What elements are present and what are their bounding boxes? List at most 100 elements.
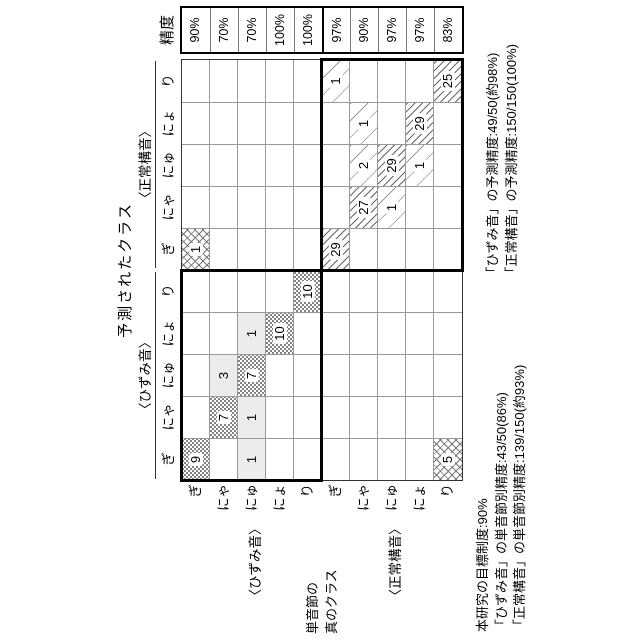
matrix-cell <box>350 60 378 102</box>
accuracy-value: 97% <box>322 8 350 52</box>
matrix-cell <box>182 144 210 186</box>
accuracy-value: 100% <box>266 8 294 52</box>
matrix-cell: 25 <box>434 60 462 102</box>
predicted-class-label: にゅ <box>161 151 176 179</box>
matrix-cell <box>238 270 266 312</box>
matrix-cell <box>182 186 210 228</box>
matrix-cell <box>294 102 322 144</box>
matrix-cell <box>210 312 238 354</box>
accuracy-value: 97% <box>406 8 434 52</box>
true-class-labels: ぎにゃ にゅ にょりぎにゃ にゅ にょり <box>182 484 462 522</box>
predicted-class-label: にゅ <box>161 361 176 389</box>
matrix-cell <box>406 354 434 396</box>
predicted-group-label-distorted: 〈ひずみ音〉 <box>136 272 156 479</box>
matrix-cell-value: 7 <box>244 368 259 383</box>
matrix-cell-value: 1 <box>243 413 259 422</box>
predicted-class-label: にょ <box>161 319 176 347</box>
matrix-cell: 29 <box>322 228 350 270</box>
true-axis-label: 単音節の 真のクラス <box>303 569 341 634</box>
true-group-label-normal: 〈正常構音〉 <box>388 521 403 603</box>
matrix-cell <box>378 102 406 144</box>
matrix-cell <box>406 270 434 312</box>
matrix-cell: 1 <box>322 60 350 102</box>
matrix-cell-value: 1 <box>243 329 259 338</box>
matrix-cell <box>434 396 462 438</box>
matrix-cell <box>294 354 322 396</box>
matrix-cell-value: 29 <box>384 155 399 176</box>
matrix-cell: 10 <box>294 270 322 312</box>
matrix-cell: 2 <box>350 144 378 186</box>
matrix-cell <box>322 270 350 312</box>
matrix-cell <box>378 354 406 396</box>
goal-accuracy-note: 本研究の目標制度:90% <box>475 498 490 632</box>
matrix-cell <box>322 354 350 396</box>
predicted-class-label: ぎ <box>161 242 176 256</box>
matrix-cell <box>294 144 322 186</box>
matrix-cell <box>182 102 210 144</box>
matrix-cell-value: 1 <box>384 200 399 215</box>
matrix-cell <box>266 228 294 270</box>
matrix-cell-value: 29 <box>412 113 427 134</box>
matrix-cell: 29 <box>378 144 406 186</box>
accuracy-value: 97% <box>378 8 406 52</box>
true-class-label: にょ <box>272 484 287 511</box>
matrix-cell <box>378 60 406 102</box>
matrix-cell-value: 5 <box>440 452 455 467</box>
matrix-cell <box>322 312 350 354</box>
true-class-label: ぎ <box>188 484 203 498</box>
true-class-label: にゃ <box>216 484 231 511</box>
matrix-cell-value: 10 <box>300 281 315 302</box>
normal-syllable-accuracy-note: 「正常構音」の単音節別精度:139/150(約93%) <box>512 364 527 632</box>
matrix-cell <box>210 186 238 228</box>
matrix-cell <box>266 270 294 312</box>
accuracy-value: 90% <box>188 17 202 43</box>
matrix-cell-value: 29 <box>328 239 343 260</box>
matrix-cell: 1 <box>238 396 266 438</box>
matrix-cell <box>266 396 294 438</box>
predicted-class-label: ぎ <box>161 452 176 466</box>
matrix-cell <box>294 312 322 354</box>
true-group-label-distorted: 〈ひずみ音〉 <box>248 521 263 603</box>
matrix-cell: 1 <box>406 144 434 186</box>
matrix-cell <box>350 270 378 312</box>
bottom-right-annotations: 「ひずみ音」の予測精度:49/50(約98%) 「正常構音」の予測精度:150/… <box>484 44 521 280</box>
matrix-cell: 27 <box>350 186 378 228</box>
matrix-cell <box>210 270 238 312</box>
true-class-label: にゅ <box>384 484 399 511</box>
matrix-cell-value: 1 <box>243 455 259 464</box>
matrix-cell-value: 10 <box>272 323 287 344</box>
predicted-class-label: り <box>161 284 176 298</box>
matrix-cell <box>434 354 462 396</box>
matrix-cell-value: 25 <box>440 70 455 92</box>
matrix-cell <box>182 60 210 102</box>
matrix-cell-value: 1 <box>356 116 371 131</box>
true-class-label: にょ <box>412 484 427 511</box>
accuracy-column-header: 精度 <box>159 15 176 46</box>
accuracy-value: 70% <box>238 8 266 52</box>
matrix-cell-value: 2 <box>356 158 371 173</box>
true-class-label: り <box>300 484 315 498</box>
matrix-cell <box>182 354 210 396</box>
predicted-axis-title: 予測されたクラス <box>117 202 134 338</box>
matrix-cell <box>182 270 210 312</box>
matrix-cell <box>322 396 350 438</box>
matrix-cell <box>210 144 238 186</box>
matrix-cell: 10 <box>266 312 294 354</box>
matrix-cell <box>434 102 462 144</box>
matrix-cell <box>434 312 462 354</box>
accuracy-value: 70% <box>210 8 238 52</box>
normal-prediction-accuracy-note: 「正常構音」の予測精度:150/150(100%) <box>503 44 519 280</box>
matrix-cell <box>182 312 210 354</box>
matrix-cell-value: 9 <box>188 452 203 467</box>
bottom-left-annotations: 本研究の目標制度:90% 「ひずみ音」の単音節別精度:43/50(86%) 「正… <box>474 365 530 632</box>
matrix-cell <box>378 438 406 480</box>
matrix-cell <box>406 312 434 354</box>
matrix-cell <box>406 60 434 102</box>
matrix-cell <box>182 396 210 438</box>
matrix-cell <box>266 354 294 396</box>
matrix-cell <box>266 144 294 186</box>
predicted-class-labels: ぎにゃ にゅ にょりぎにゃ にゅ にょり <box>158 60 180 480</box>
confusion-matrix-grid: 9 1 7 3 1 1 7 1 10 10 29 1 27 2 1 1 29 1 29 5 25 <box>181 59 463 481</box>
matrix-cell: 29 <box>406 102 434 144</box>
